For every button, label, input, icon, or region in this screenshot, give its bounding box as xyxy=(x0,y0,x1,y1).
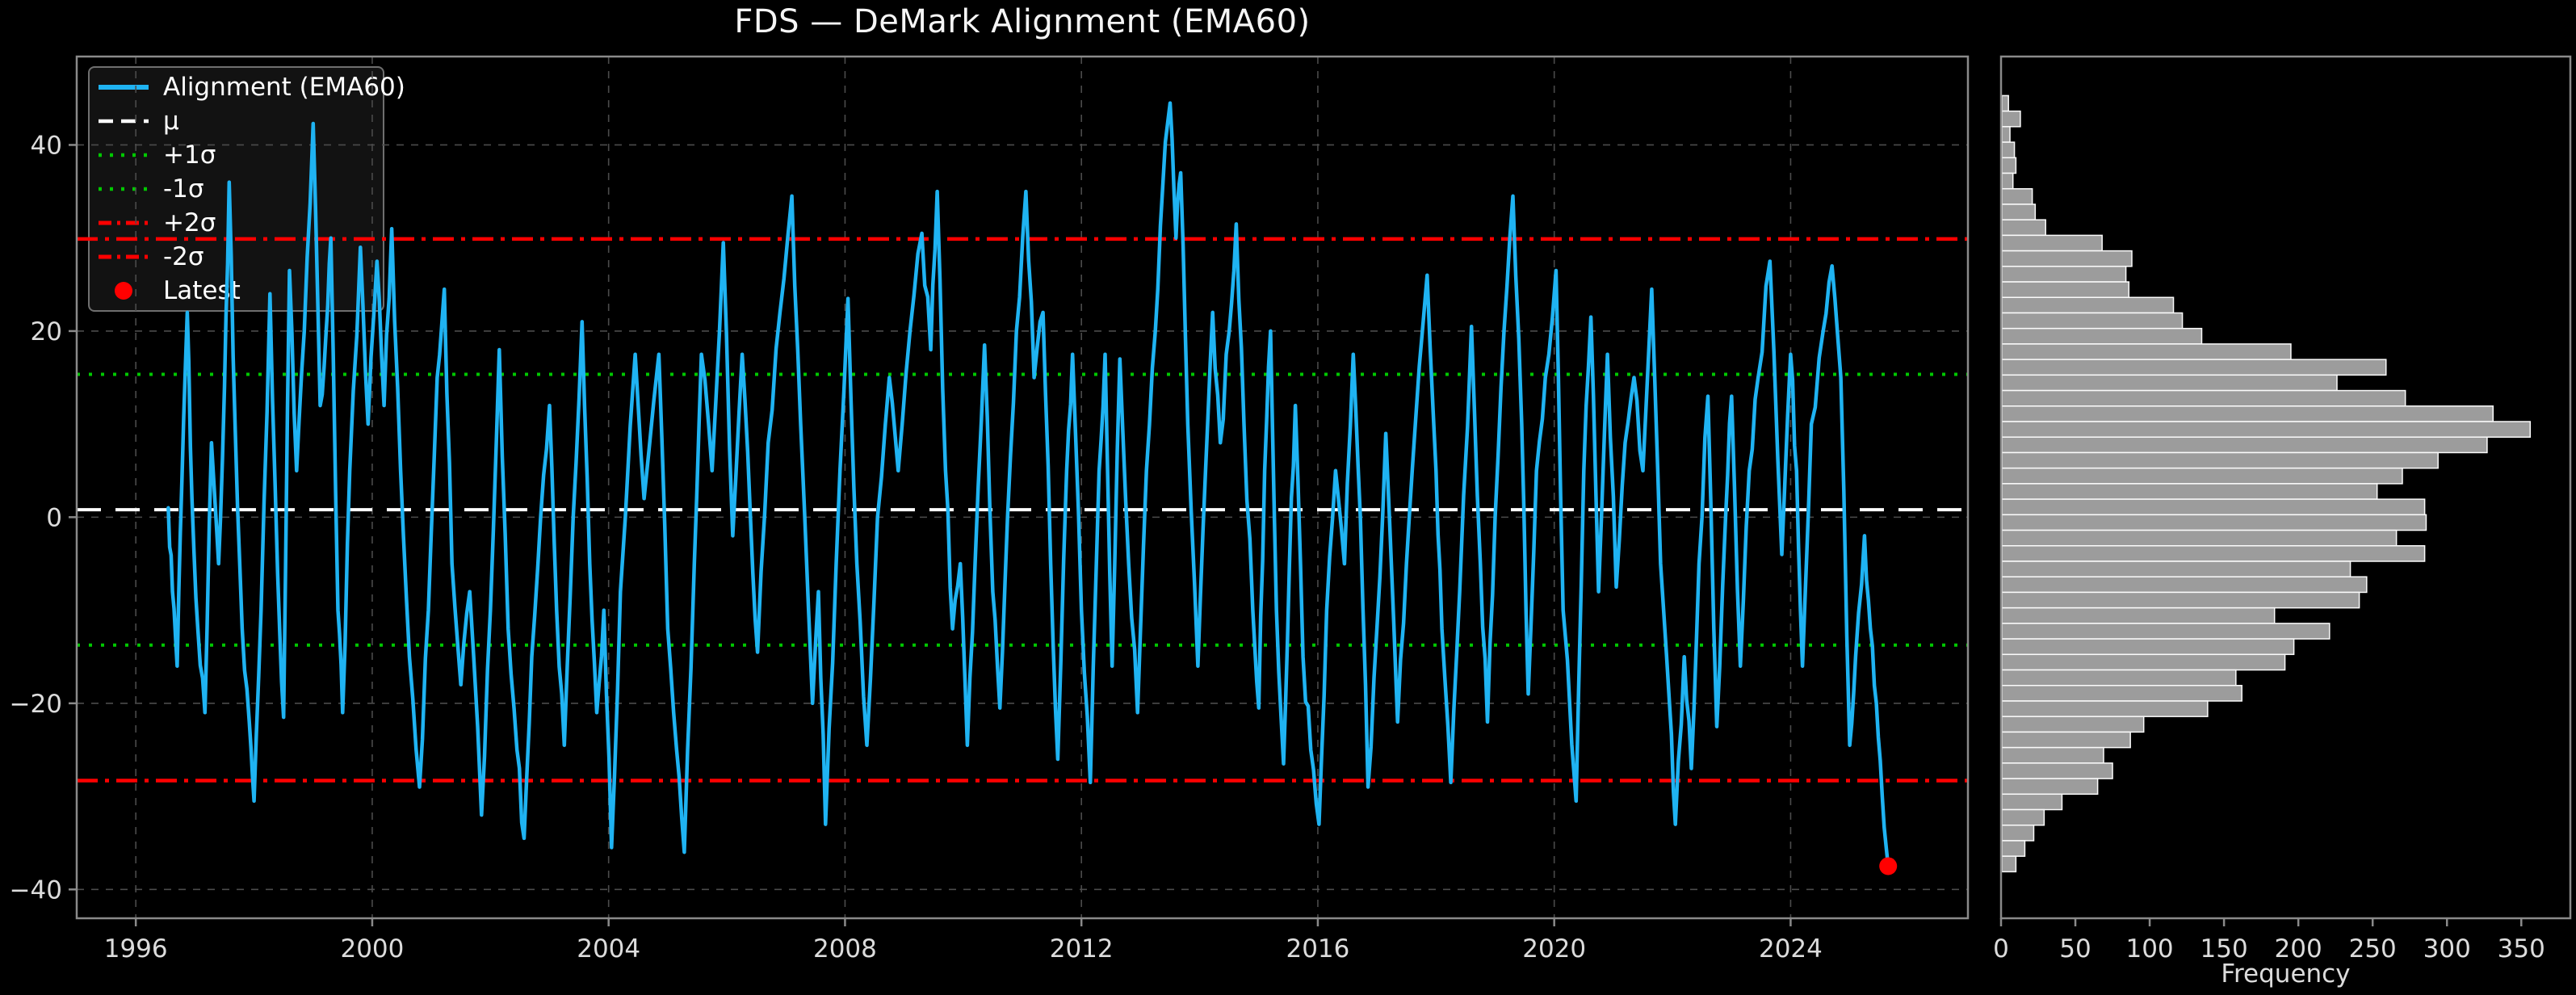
x-tick-label: 2000 xyxy=(340,934,404,964)
legend-item-label: +2σ xyxy=(163,208,216,237)
frequency-histogram: 0 50 100 150 200 250 300 350 xyxy=(1993,55,2572,964)
histogram-bar xyxy=(2001,498,2426,516)
histogram-bar xyxy=(2001,296,2175,314)
x-tick-label: 2024 xyxy=(1759,934,1823,964)
legend-item: +2σ xyxy=(99,208,216,237)
hist-x-tick-label: 50 xyxy=(2059,934,2091,964)
page-title: FDS — DeMark Alignment (EMA60) xyxy=(734,3,1311,40)
x-tick-label: 2016 xyxy=(1286,934,1349,964)
histogram-bar xyxy=(2001,110,2021,128)
hist-x-tick-label: 100 xyxy=(2125,934,2173,964)
histogram-bar xyxy=(2001,778,2099,796)
histogram-bar xyxy=(2001,731,2131,749)
histogram-bar xyxy=(2001,234,2103,252)
histogram-bar xyxy=(2001,451,2439,469)
histogram-bar xyxy=(2001,529,2398,547)
legend-item: Alignment (EMA60) xyxy=(99,73,405,102)
histogram-bar xyxy=(2001,219,2046,237)
y-tick-label: 40 xyxy=(31,131,62,160)
histogram-bar xyxy=(2001,700,2209,717)
histogram-bar xyxy=(2001,576,2368,594)
histogram-bar xyxy=(2001,343,2292,360)
histogram-bar xyxy=(2001,405,2494,422)
alignment-chart: Alignment (EMA60)μ+1σ-1σ+2σ-2σLatest4020… xyxy=(10,55,1970,964)
hist-x-tick-label: 350 xyxy=(2498,934,2545,964)
alignment-series-line xyxy=(166,101,1890,868)
legend-item-label: +1σ xyxy=(163,141,216,170)
y-tick-label: −20 xyxy=(10,690,62,719)
grid xyxy=(77,57,1968,918)
legend-item-label: μ xyxy=(163,107,179,136)
histogram-bar xyxy=(2001,436,2488,454)
legend-item: -2σ xyxy=(99,242,204,271)
legend-item: +1σ xyxy=(99,141,216,170)
legend-item-label: -2σ xyxy=(163,242,204,271)
histogram-bar xyxy=(2001,840,2026,857)
histogram-bar xyxy=(2001,716,2145,733)
histogram-bar xyxy=(2001,141,2016,159)
histogram-bar xyxy=(2001,204,2037,220)
hist-x-tick-label: 250 xyxy=(2349,934,2397,964)
histogram-bar xyxy=(2001,623,2331,640)
y-tick-label: −40 xyxy=(10,875,62,905)
x-tick-label: 2012 xyxy=(1050,934,1114,964)
histogram-bar xyxy=(2001,266,2127,283)
histogram-bar xyxy=(2001,669,2237,686)
hist-x-tick-label: 300 xyxy=(2423,934,2471,964)
y-tick-label: 0 xyxy=(46,503,62,532)
histogram-bar xyxy=(2001,467,2403,485)
hist-x-tick-label: 150 xyxy=(2201,934,2248,964)
histogram-bar xyxy=(2001,126,2011,143)
histogram-bar xyxy=(2001,638,2295,656)
histogram-bar xyxy=(2001,653,2286,671)
histogram-bar xyxy=(2001,172,2014,190)
histogram-bar xyxy=(2001,560,2352,577)
hist-xlabel: Frequency xyxy=(2221,959,2351,989)
histogram-bar xyxy=(2001,762,2113,779)
histogram-bar xyxy=(2001,421,2532,438)
legend-item-label: Alignment (EMA60) xyxy=(163,73,405,102)
x-tick-label: 2020 xyxy=(1522,934,1586,964)
histogram-bar xyxy=(2001,591,2360,609)
histogram-bar xyxy=(2001,389,2406,407)
x-tick-label: 2008 xyxy=(813,934,877,964)
histogram-bar xyxy=(2001,281,2130,299)
y-tick-label: 20 xyxy=(31,317,62,346)
histogram-bar xyxy=(2001,684,2242,702)
hist-x-tick-label: 0 xyxy=(1993,934,2009,964)
legend-item-label: -1σ xyxy=(163,174,204,204)
histogram-bar xyxy=(2001,483,2378,500)
histogram-bar xyxy=(2001,545,2426,562)
histogram-bar xyxy=(2001,607,2276,624)
hist-plot-border xyxy=(1999,55,2572,920)
x-tick-label: 2004 xyxy=(577,934,640,964)
histogram-bar xyxy=(2001,793,2063,811)
plot-border xyxy=(75,55,1970,920)
histogram-bar xyxy=(2001,327,2203,345)
histogram-bar xyxy=(2001,855,2017,873)
histogram-bar xyxy=(2001,514,2427,531)
legend-box xyxy=(88,66,384,312)
histogram-bar xyxy=(2001,187,2033,205)
histogram-bar xyxy=(2001,359,2387,376)
hist-x-tick-label: 200 xyxy=(2275,934,2322,964)
latest-point-marker xyxy=(1879,857,1898,875)
histogram-bar xyxy=(2001,824,2035,842)
histogram-bar xyxy=(2001,746,2104,764)
histogram-bar xyxy=(2001,808,2045,826)
latest-legend-swatch xyxy=(115,282,132,300)
histogram-bar xyxy=(2001,157,2017,174)
histogram-bar xyxy=(2001,94,2009,112)
histogram-bar xyxy=(2001,312,2184,330)
histogram-bar xyxy=(2001,374,2338,392)
legend-item: -1σ xyxy=(99,174,204,204)
histogram-bar xyxy=(2001,250,2133,267)
legend-item: μ xyxy=(99,107,179,136)
x-tick-label: 1996 xyxy=(104,934,168,964)
